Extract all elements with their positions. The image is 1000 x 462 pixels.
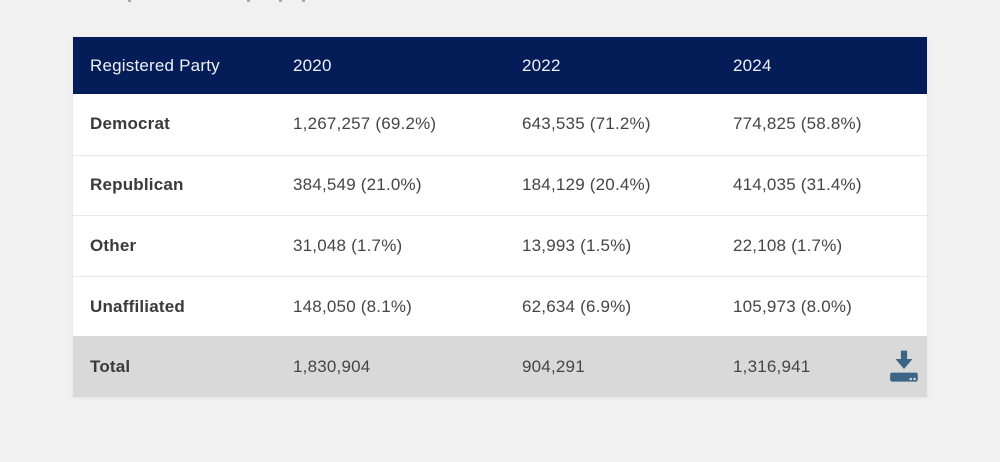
table-row-unaffiliated: Unaffiliated 148,050 (8.1%) 62,634 (6.9%… bbox=[73, 275, 927, 337]
total-actions bbox=[880, 350, 927, 384]
download-icon bbox=[889, 350, 918, 382]
value-2020: 384,549 (21.0%) bbox=[293, 175, 422, 195]
column-header-2024: 2024 bbox=[733, 55, 772, 75]
voter-registration-table: Registered Party 2020 2022 2024 Democrat… bbox=[73, 37, 927, 397]
value-2024: 774,825 (58.8%) bbox=[733, 114, 862, 134]
value-2024: 414,035 (31.4%) bbox=[733, 175, 862, 195]
total-2024: 1,316,941 bbox=[733, 356, 811, 376]
party-label: Unaffiliated bbox=[90, 296, 185, 316]
value-2020: 31,048 (1.7%) bbox=[293, 235, 403, 255]
column-header-registered-party: Registered Party bbox=[90, 55, 220, 75]
value-2020: 1,267,257 (69.2%) bbox=[293, 114, 437, 134]
text-fragment bbox=[279, 0, 282, 2]
text-fragment bbox=[128, 0, 131, 2]
total-2022: 904,291 bbox=[522, 356, 585, 376]
value-2022: 643,535 (71.2%) bbox=[522, 114, 651, 134]
column-header-2020: 2020 bbox=[293, 55, 332, 75]
table-header-row: Registered Party 2020 2022 2024 bbox=[73, 37, 927, 94]
value-2022: 62,634 (6.9%) bbox=[522, 296, 632, 316]
value-2020: 148,050 (8.1%) bbox=[293, 296, 413, 316]
value-2024: 22,108 (1.7%) bbox=[733, 235, 843, 255]
table-row-other: Other 31,048 (1.7%) 13,993 (1.5%) 22,108… bbox=[73, 215, 927, 276]
column-header-2022: 2022 bbox=[522, 55, 561, 75]
table-total-row: Total 1,830,904 904,291 1,316,941 bbox=[73, 336, 927, 397]
download-button[interactable] bbox=[889, 350, 919, 384]
party-label: Democrat bbox=[90, 114, 171, 134]
party-label: Other bbox=[90, 235, 137, 255]
table-row-democrat: Democrat 1,267,257 (69.2%) 643,535 (71.2… bbox=[73, 94, 927, 155]
value-2022: 13,993 (1.5%) bbox=[522, 235, 632, 255]
value-2022: 184,129 (20.4%) bbox=[522, 175, 651, 195]
table-row-republican: Republican 384,549 (21.0%) 184,129 (20.4… bbox=[73, 154, 927, 216]
total-label: Total bbox=[90, 356, 131, 376]
text-fragment bbox=[302, 0, 305, 2]
party-label: Republican bbox=[90, 175, 184, 195]
total-2020: 1,830,904 bbox=[293, 356, 371, 376]
value-2024: 105,973 (8.0%) bbox=[733, 296, 853, 316]
text-fragment bbox=[247, 0, 250, 2]
